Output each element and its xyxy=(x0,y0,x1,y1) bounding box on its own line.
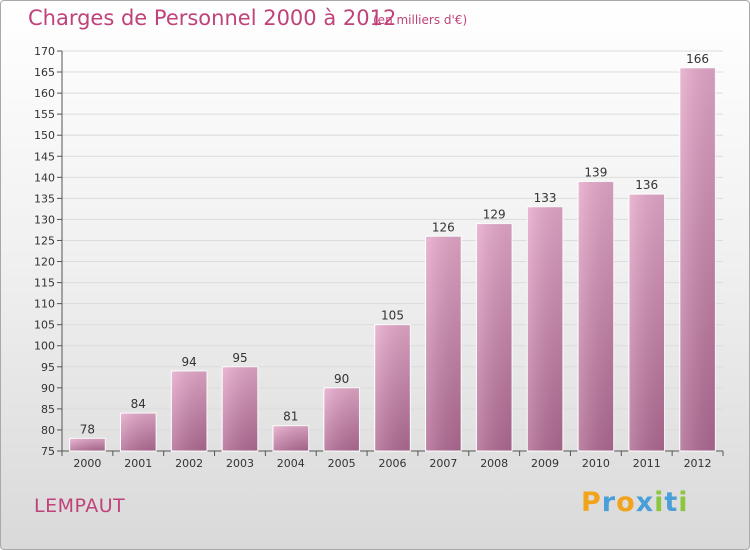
logo-letter: t xyxy=(664,487,679,518)
x-tick-label-2002: 2002 xyxy=(175,457,203,470)
y-tick-label: 165 xyxy=(34,66,55,79)
x-tick-label-2001: 2001 xyxy=(124,457,152,470)
bar-shade-2005 xyxy=(323,387,360,451)
logo-letter: i xyxy=(654,487,665,518)
y-tick-label: 145 xyxy=(34,150,55,163)
x-tick-label-2009: 2009 xyxy=(531,457,559,470)
bar-shade-2000 xyxy=(69,438,106,451)
y-tick-label: 80 xyxy=(41,424,55,437)
y-tick-label: 85 xyxy=(41,403,55,416)
bar-shade-2012 xyxy=(679,67,716,451)
x-tick-label-2012: 2012 xyxy=(684,457,712,470)
y-tick-label: 115 xyxy=(34,277,55,290)
value-label-2009: 133 xyxy=(534,191,557,205)
bar-shade-2011 xyxy=(628,194,665,451)
logo-letter: o xyxy=(616,487,636,518)
x-tick-label-2007: 2007 xyxy=(429,457,457,470)
value-label-2002: 94 xyxy=(181,355,196,369)
logo-letter: i xyxy=(678,487,689,518)
logo-letter: x xyxy=(635,487,655,518)
y-tick-label: 75 xyxy=(41,445,55,458)
chart-unit-label: (en milliers d'€) xyxy=(373,13,468,27)
x-tick-label-2005: 2005 xyxy=(328,457,356,470)
proxiti-logo: Proxiti xyxy=(581,487,689,518)
bar-shade-2004 xyxy=(273,425,309,451)
y-tick-label: 90 xyxy=(41,382,55,395)
bar-shade-2006 xyxy=(374,324,411,451)
logo-letter: r xyxy=(601,487,617,518)
x-tick-label-2003: 2003 xyxy=(226,457,254,470)
y-tick-label: 125 xyxy=(34,234,55,247)
value-label-2003: 95 xyxy=(232,351,247,365)
x-tick-label-2004: 2004 xyxy=(277,457,305,470)
commune-name: LEMPAUT xyxy=(34,495,126,517)
bar-shade-2010 xyxy=(578,181,614,452)
y-tick-label: 105 xyxy=(34,319,55,332)
value-label-2004: 81 xyxy=(283,410,298,424)
y-tick-label: 110 xyxy=(34,298,55,311)
value-label-2006: 105 xyxy=(381,309,404,323)
bar-shade-2002 xyxy=(171,371,207,451)
x-tick-label-2000: 2000 xyxy=(73,457,101,470)
chart-title: Charges de Personnel 2000 à 2012 xyxy=(28,6,397,30)
value-label-2005: 90 xyxy=(334,372,349,386)
bar-shade-2008 xyxy=(476,223,512,451)
y-tick-label: 160 xyxy=(34,87,55,100)
x-tick-label-2008: 2008 xyxy=(480,457,508,470)
value-label-2007: 126 xyxy=(432,220,455,234)
x-tick-label-2010: 2010 xyxy=(582,457,610,470)
y-tick-label: 135 xyxy=(34,192,55,205)
y-tick-label: 130 xyxy=(34,213,55,226)
bar-shade-2003 xyxy=(222,366,258,451)
logo-letter: P xyxy=(581,487,602,518)
y-tick-label: 95 xyxy=(41,361,55,374)
bar-shade-2007 xyxy=(425,236,462,451)
value-label-2008: 129 xyxy=(483,208,506,222)
y-tick-label: 140 xyxy=(34,171,55,184)
y-tick-label: 120 xyxy=(34,256,55,269)
y-tick-label: 155 xyxy=(34,108,55,121)
value-label-2010: 139 xyxy=(584,166,607,180)
y-tick-label: 150 xyxy=(34,129,55,142)
bar-shade-2001 xyxy=(120,413,157,451)
bar-shade-2009 xyxy=(527,206,563,451)
x-tick-label-2011: 2011 xyxy=(633,457,661,470)
x-tick-label-2006: 2006 xyxy=(379,457,407,470)
value-label-2011: 136 xyxy=(635,178,658,192)
value-label-2000: 78 xyxy=(80,422,95,436)
y-tick-label: 170 xyxy=(34,45,55,58)
y-tick-label: 100 xyxy=(34,340,55,353)
value-label-2012: 166 xyxy=(686,52,709,66)
value-label-2001: 84 xyxy=(131,397,146,411)
